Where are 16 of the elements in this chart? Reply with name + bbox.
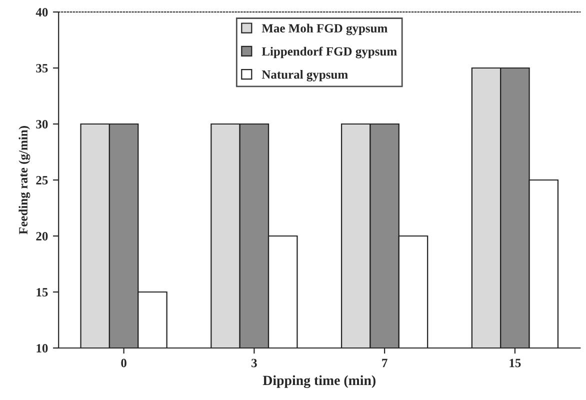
y-tick-label: 35 [36, 64, 48, 72]
legend-label: Lippendorf FGD gypsum [262, 46, 397, 58]
x-tick-label: 0 [121, 358, 126, 368]
y-tick-label: 10 [36, 344, 48, 352]
x-tick-label: 3 [252, 358, 257, 368]
y-tick-label: 25 [36, 176, 48, 184]
x-axis-title: Dipping time (min) [262, 375, 376, 388]
x-tick-label: 7 [382, 358, 388, 368]
y-tick-label: 30 [36, 120, 48, 128]
y-tick-label: 40 [36, 8, 48, 16]
x-tick-label: 15 [510, 358, 521, 368]
y-tick-label: 20 [36, 232, 48, 240]
y-tick-label: 15 [36, 288, 48, 296]
legend-label: Natural gypsum [262, 70, 348, 82]
legend-label: Mae Moh FGD gypsum [262, 24, 388, 36]
y-axis-title: Feeding rate (g/min) [18, 126, 30, 234]
